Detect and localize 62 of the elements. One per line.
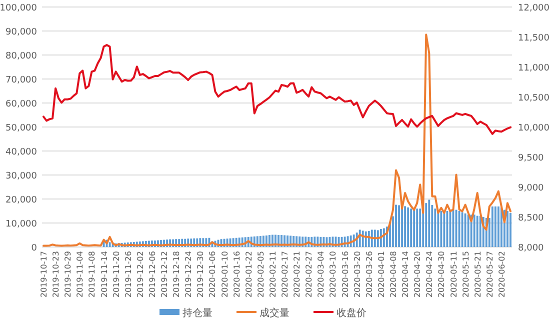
x-tick-label: 2020-01-22 [244,251,254,298]
x-tick-label: 2020-02-05 [256,251,266,298]
x-tick-label: 2019-11-20 [112,251,121,298]
legend-label: 成交量 [260,307,290,319]
x-tick-label: 2020-04-08 [388,251,398,298]
y2-tick-label: 10,500 [518,94,550,104]
x-tick-label: 2019-12-12 [160,251,170,298]
x-tick-label: 2019-11-04 [76,251,85,298]
x-tick-label: 2020-03-26 [364,251,374,298]
x-tick-label: 2020-02-11 [268,251,278,298]
y2-tick-label: 8,000 [518,244,544,254]
x-tick-label: 2019-12-06 [148,251,157,298]
y-tick-label: 10,000 [6,220,38,230]
x-tick-label: 2019-12-02 [136,251,145,298]
x-tick-label: 2020-03-10 [328,251,338,298]
x-tick-label: 2020-04-24 [425,251,434,298]
x-tick-label: 2020-03-20 [352,251,362,298]
x-tick-label: 2019-12-30 [196,251,206,298]
legend-label: 收盘价 [336,307,366,319]
legend-label: 持仓量 [182,307,212,319]
y-tick-label: 20,000 [6,196,38,206]
y-tick-label: 30,000 [6,172,38,182]
x-tick-label: 2019-10-17 [40,251,49,298]
x-tick-label: 2019-11-08 [88,251,97,298]
y2-tick-label: 8,500 [518,214,544,224]
y-tick-label: 70,000 [6,76,38,86]
y-tick-label: 100,000 [0,4,38,14]
y-tick-label: 60,000 [6,100,38,110]
y2-tick-label: 11,000 [518,64,550,74]
x-tick-label: 2020-06-02 [497,251,506,298]
y-tick-label: 0 [31,244,38,254]
y2-tick-label: 9,500 [518,154,544,164]
x-tick-label: 2019-10-29 [64,251,73,298]
y-tick-label: 80,000 [6,52,38,62]
x-tick-label: 2020-01-16 [232,251,242,298]
x-tick-label: 2020-02-27 [304,251,314,298]
x-tick-label: 2020-04-14 [401,251,410,298]
x-tick-label: 2020-01-06 [208,251,218,298]
x-tick-label: 2019-11-26 [124,251,133,298]
x-tick-label: 2020-05-21 [473,251,482,298]
y2-tick-label: 10,000 [518,124,550,134]
x-tick-label: 2019-12-24 [184,251,194,298]
x-tick-label: 2020-05-27 [485,251,494,298]
x-tick-label: 2020-04-01 [376,251,386,298]
x-tick-label: 2020-04-30 [437,251,446,298]
x-tick-label: 2020-02-21 [292,251,302,298]
x-tick-label: 2020-02-17 [280,251,290,298]
x-tick-label: 2020-01-10 [220,251,230,298]
x-tick-label: 2019-12-18 [172,251,182,298]
y2-tick-label: 9,000 [518,184,544,194]
x-tick-label: 2020-05-11 [449,251,458,298]
y-tick-label: 90,000 [6,28,38,38]
x-tick-label: 2019-10-23 [52,251,61,298]
x-tick-label: 2020-04-20 [413,251,422,298]
x-tick-label: 2020-03-04 [316,251,326,298]
x-tick-label: 2020-03-16 [340,251,350,298]
y-tick-label: 50,000 [6,124,38,134]
y2-tick-label: 12,000 [518,4,550,14]
y-tick-label: 40,000 [6,148,38,158]
x-tick-label: 2020-05-15 [461,251,470,298]
y2-tick-label: 11,500 [518,34,550,44]
x-tick-label: 2019-11-14 [100,251,109,298]
